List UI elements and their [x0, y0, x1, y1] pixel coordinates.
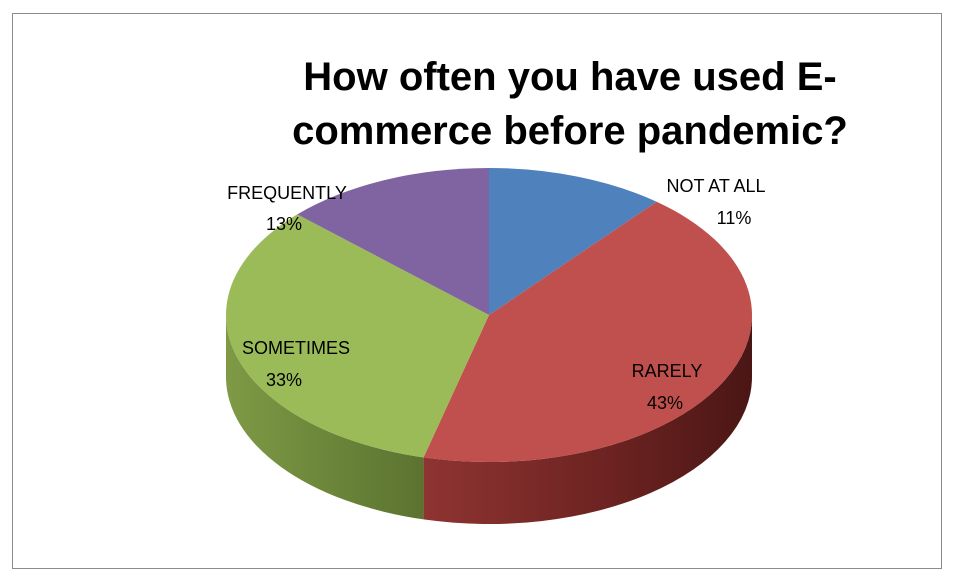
- slice-value-not-at-all: 11%: [717, 208, 752, 228]
- slice-side-rarely: [423, 315, 752, 524]
- slice-not-at-all: [489, 168, 657, 315]
- slice-label-rarely: RARELY: [632, 361, 703, 381]
- slice-value-sometimes: 33%: [266, 370, 302, 390]
- slice-label-not-at-all: NOT AT ALL: [666, 176, 765, 196]
- pie-labels: NOT AT ALL 11% RARELY 43% SOMETIMES 33% …: [227, 176, 765, 413]
- slice-value-rarely: 43%: [647, 393, 683, 413]
- slice-value-frequently: 13%: [266, 214, 302, 234]
- slice-side-sometimes: [226, 315, 424, 520]
- slice-label-sometimes: SOMETIMES: [242, 338, 350, 358]
- chart-title: How often you have used E- commerce befo…: [250, 50, 890, 158]
- pie-slices: [225, 168, 752, 462]
- pie-sides: [226, 315, 752, 524]
- slice-sometimes: [225, 214, 489, 458]
- slice-frequently: [297, 168, 489, 315]
- chart-title-line-2: commerce before pandemic?: [292, 109, 848, 153]
- slice-rarely: [423, 201, 752, 462]
- slice-label-frequently: FREQUENTLY: [227, 183, 347, 203]
- chart-title-line-1: How often you have used E-: [303, 55, 837, 99]
